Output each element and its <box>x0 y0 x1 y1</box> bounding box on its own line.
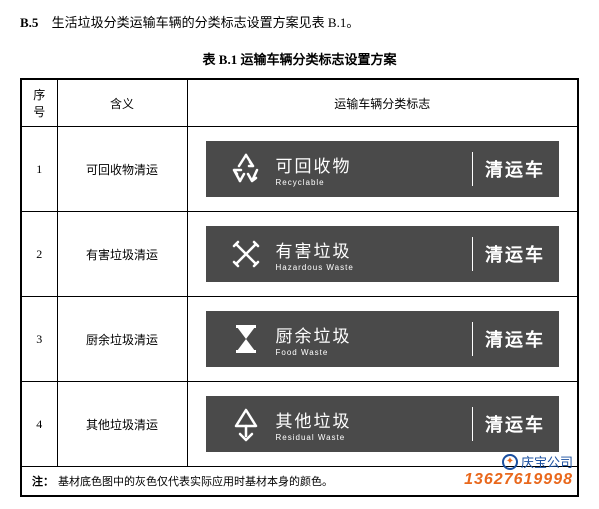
hazard-icon <box>224 234 268 274</box>
table-note: 注： 基材底色图中的灰色仅代表实际应用时基材本身的颜色。 <box>21 467 578 497</box>
sign-divider <box>472 407 473 441</box>
section-text: 生活垃圾分类运输车辆的分类标志设置方案见表 B.1。 <box>52 15 360 30</box>
row-idx: 3 <box>21 297 57 382</box>
sign-label-cn: 可回收物 <box>276 152 461 177</box>
table-note-row: 注： 基材底色图中的灰色仅代表实际应用时基材本身的颜色。 <box>21 467 578 497</box>
col-sign: 运输车辆分类标志 <box>187 79 578 127</box>
table-header-row: 序号 含义 运输车辆分类标志 <box>21 79 578 127</box>
sign-label-en: Residual Waste <box>276 433 461 442</box>
sign-text: 其他垃圾Residual Waste <box>268 407 461 442</box>
table-row: 4其他垃圾清运 其他垃圾Residual Waste 清运车 <box>21 382 578 467</box>
signs-table: 序号 含义 运输车辆分类标志 1可回收物清运可回收物Recyclable清运车2… <box>20 78 579 497</box>
sign-text: 厨余垃圾Food Waste <box>268 322 461 357</box>
sign-vehicle-label: 清运车 <box>485 326 545 352</box>
table-caption: 表 B.1 运输车辆分类标志设置方案 <box>20 49 579 68</box>
col-idx: 序号 <box>21 79 57 127</box>
sign-label-en: Food Waste <box>276 348 461 357</box>
sign-label-cn: 有害垃圾 <box>276 237 461 262</box>
sign-label-cn: 厨余垃圾 <box>276 322 461 347</box>
row-meaning: 可回收物清运 <box>57 127 187 212</box>
row-meaning: 厨余垃圾清运 <box>57 297 187 382</box>
recycle-icon <box>224 149 268 189</box>
sign-label-cn: 其他垃圾 <box>276 407 461 432</box>
table-row: 1可回收物清运 可回收物Recyclable 清运车 <box>21 127 578 212</box>
vehicle-sign: 厨余垃圾Food Waste 清运车 <box>206 311 560 367</box>
sign-vehicle-label: 清运车 <box>485 156 545 182</box>
sign-divider <box>472 322 473 356</box>
other-icon <box>224 404 268 444</box>
sign-text: 可回收物Recyclable <box>268 152 461 187</box>
section-number: B.5 <box>20 15 38 30</box>
note-label: 注： <box>32 476 54 488</box>
note-text: 基材底色图中的灰色仅代表实际应用时基材本身的颜色。 <box>58 476 333 488</box>
vehicle-sign: 有害垃圾Hazardous Waste 清运车 <box>206 226 560 282</box>
table-row: 3厨余垃圾清运 厨余垃圾Food Waste 清运车 <box>21 297 578 382</box>
food-icon <box>224 319 268 359</box>
row-idx: 2 <box>21 212 57 297</box>
col-meaning: 含义 <box>57 79 187 127</box>
sign-vehicle-label: 清运车 <box>485 411 545 437</box>
sign-label-en: Recyclable <box>276 178 461 187</box>
table-row: 2有害垃圾清运 有害垃圾Hazardous Waste 清运车 <box>21 212 578 297</box>
vehicle-sign: 其他垃圾Residual Waste 清运车 <box>206 396 560 452</box>
row-sign-cell: 厨余垃圾Food Waste 清运车 <box>187 297 578 382</box>
row-sign-cell: 有害垃圾Hazardous Waste 清运车 <box>187 212 578 297</box>
row-sign-cell: 可回收物Recyclable 清运车 <box>187 127 578 212</box>
sign-vehicle-label: 清运车 <box>485 241 545 267</box>
section-heading: B.5 生活垃圾分类运输车辆的分类标志设置方案见表 B.1。 <box>20 12 579 31</box>
sign-divider <box>472 152 473 186</box>
row-meaning: 有害垃圾清运 <box>57 212 187 297</box>
row-sign-cell: 其他垃圾Residual Waste 清运车 <box>187 382 578 467</box>
sign-label-en: Hazardous Waste <box>276 263 461 272</box>
row-idx: 1 <box>21 127 57 212</box>
vehicle-sign: 可回收物Recyclable 清运车 <box>206 141 560 197</box>
page-container: { "heading": { "number": "B.5", "text": … <box>20 12 579 497</box>
row-meaning: 其他垃圾清运 <box>57 382 187 467</box>
sign-divider <box>472 237 473 271</box>
row-idx: 4 <box>21 382 57 467</box>
sign-text: 有害垃圾Hazardous Waste <box>268 237 461 272</box>
